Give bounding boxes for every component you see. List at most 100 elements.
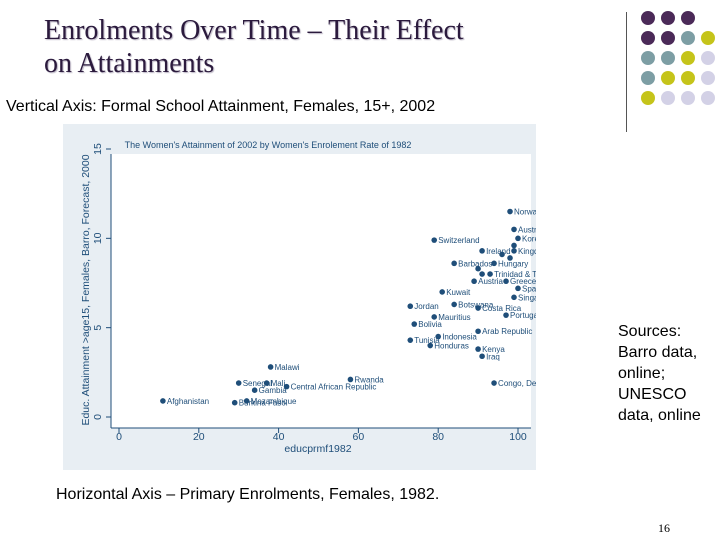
- scatter-point: [475, 265, 481, 272]
- scatter-point: [347, 376, 354, 383]
- point-label: Hungary: [498, 259, 528, 268]
- scatter-point: [479, 353, 485, 360]
- scatter-point: [160, 398, 166, 404]
- point-label: Mali: [271, 379, 286, 388]
- scatter-point: [515, 235, 521, 242]
- y-tick-label: 5: [92, 325, 104, 331]
- scatter-point: [431, 237, 438, 243]
- decorative-dot: [661, 71, 675, 85]
- decorative-dot: [701, 51, 715, 65]
- point-label: Burkina Faso: [239, 399, 287, 408]
- scatter-point: [235, 380, 242, 386]
- horizontal-axis-caption: Horizontal Axis – Primary Enrolments, Fe…: [56, 486, 440, 503]
- page-number: 16: [658, 521, 670, 535]
- chart-panel: The Women's Attainment of 2002 by Women'…: [63, 124, 536, 470]
- point-label: Senegal: [243, 379, 273, 388]
- point-label: Trinidad & Tobago: [494, 270, 536, 279]
- decorative-dot: [681, 91, 695, 105]
- scatter-point: [451, 301, 457, 308]
- y-tick-label: 0: [92, 414, 104, 420]
- point-label: Australia: [518, 225, 536, 234]
- scatter-point: [231, 399, 238, 406]
- decorative-dot: [661, 11, 675, 25]
- scatter-point: [503, 278, 509, 285]
- decorative-dot: [701, 31, 715, 45]
- scatter-point: [243, 398, 250, 404]
- decorative-dot: [661, 51, 675, 65]
- scatter-point: [503, 312, 509, 318]
- decorative-dot: [641, 91, 655, 105]
- y-tick-label: 15: [92, 143, 104, 155]
- decorative-dots: [641, 11, 715, 105]
- scatter-point: [511, 242, 517, 249]
- scatter-point: [267, 364, 274, 370]
- scatter-point: [431, 314, 438, 320]
- chart-title: The Women's Attainment of 2002 by Women'…: [125, 140, 412, 150]
- y-axis-label: Educ. Attainment >age15, Females, Barro,…: [80, 154, 92, 425]
- point-label: Afghanistan: [167, 397, 209, 406]
- scatter-points: Norway AustraliaKorea, Rep. of Switzerland…: [160, 208, 536, 408]
- decorative-dot: [701, 91, 715, 105]
- scatter-point: [479, 248, 485, 254]
- point-label: Malawi: [275, 363, 300, 372]
- point-label: Greece: [510, 277, 536, 286]
- scatter-point: [471, 278, 477, 285]
- scatter-point: [475, 346, 481, 352]
- x-tick-label: 60: [353, 431, 365, 443]
- scatter-point: [283, 383, 290, 390]
- decorative-dot: [681, 31, 695, 45]
- decorative-dot: [661, 31, 675, 45]
- scatter-point: [511, 226, 517, 233]
- decorative-dot: [641, 11, 655, 25]
- slide-title-line-2: on Attainments: [44, 48, 215, 79]
- point-label: Costa Rica: [482, 304, 522, 313]
- point-label: Arab Republic: [482, 327, 532, 336]
- point-label: Austria: [478, 277, 503, 286]
- point-label: Kenya: [482, 345, 505, 354]
- point-label: Congo, Dem. Rep. of the: [498, 379, 536, 388]
- vertical-axis-caption: Vertical Axis: Formal School Attainment,…: [6, 98, 436, 115]
- point-label: Rwanda: [354, 375, 384, 384]
- point-label: Mauritius: [438, 313, 470, 322]
- point-label: Singapore: [518, 293, 536, 302]
- sources-line: data, online: [618, 407, 701, 424]
- point-label: Jordan: [414, 302, 438, 311]
- scatter-point: [511, 294, 517, 301]
- slide-title: Enrolments Over Time – Their Effect on A…: [44, 14, 604, 80]
- point-label: Switzerland: [438, 236, 479, 245]
- scatter-point: [407, 337, 414, 343]
- sources-note: Sources: Barro data, online; UNESCO data…: [618, 321, 718, 426]
- scatter-point: [439, 289, 445, 295]
- scatter-point: [435, 333, 442, 340]
- scatter-point: [511, 248, 517, 254]
- sources-line: Barro data,: [618, 344, 698, 361]
- sources-line: Sources:: [618, 323, 682, 340]
- scatter-point: [479, 271, 485, 277]
- x-tick-label: 80: [432, 431, 444, 443]
- decorative-dot: [681, 71, 695, 85]
- scatter-point: [407, 303, 414, 310]
- decorative-dot: [681, 11, 695, 25]
- decorative-dot: [641, 71, 655, 85]
- x-axis-ticks: 0 20 40 60 80 100: [116, 428, 527, 443]
- point-label: Central African Republic: [291, 383, 377, 392]
- decorative-dot-grid: [641, 11, 715, 105]
- x-tick-label: 20: [193, 431, 205, 443]
- point-label: Barbados: [458, 259, 492, 268]
- point-label: Honduras: [434, 342, 469, 351]
- point-label: Kuwait: [446, 288, 471, 297]
- x-tick-label: 100: [509, 431, 527, 443]
- scatter-chart: The Women's Attainment of 2002 by Women'…: [80, 140, 536, 455]
- point-label: Spain: [522, 284, 536, 293]
- point-label: Portugal: [510, 311, 536, 320]
- decorative-dot: [641, 31, 655, 45]
- scatter-point: [491, 380, 497, 386]
- scatter-point: [487, 271, 493, 277]
- scatter-point: [411, 321, 418, 327]
- plot-area: [111, 154, 531, 428]
- sources-line: online;: [618, 365, 666, 382]
- scatter-point: [451, 260, 457, 267]
- scatter-point: [491, 260, 497, 267]
- point-label: Indonesia: [442, 333, 477, 342]
- point-label: Korea, Rep. of: [522, 234, 536, 243]
